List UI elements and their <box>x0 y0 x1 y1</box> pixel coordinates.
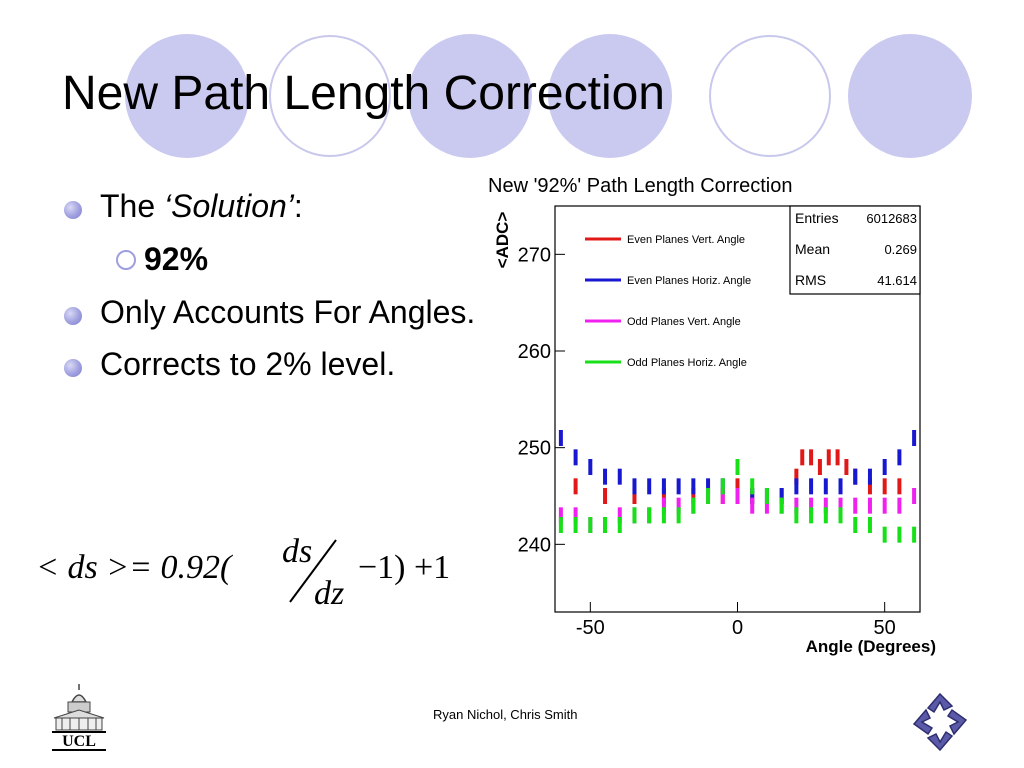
bullet-dot-icon <box>64 358 82 377</box>
stats-mean-value: 0.269 <box>884 242 917 257</box>
x-tick-label: 50 <box>874 617 896 639</box>
bullet-text: Corrects to 2% level. <box>100 345 396 382</box>
bullet-dot-icon <box>64 201 82 219</box>
stats-box-frame <box>789 205 921 295</box>
formula-fraction-slash <box>289 539 337 603</box>
bullet-item-level: Corrects to 2% level. <box>64 346 484 384</box>
y-axis-label: <ADC> <box>493 212 512 269</box>
chart-legend: Even Planes Vert. Angle Even Planes Horiz… <box>585 234 751 369</box>
axis-ticks: 240 250 260 270 -50 0 50 <box>518 244 896 639</box>
stats-rms-label: RMS <box>795 272 826 288</box>
bullet-dot-icon <box>64 307 82 326</box>
bullet-list: The ‘Solution’: 92% Only Accounts For An… <box>64 188 484 398</box>
circle-deco-6 <box>848 34 972 158</box>
legend-label: Even Planes Vert. Angle <box>627 234 745 246</box>
bullet-ring-icon <box>116 249 136 270</box>
bullet-item-solution: The ‘Solution’: <box>64 188 484 226</box>
circle-deco-1 <box>125 34 249 158</box>
ucl-logo: UCL <box>52 684 106 751</box>
circle-deco-3 <box>408 34 532 158</box>
legend-label: Odd Planes Horiz. Angle <box>627 357 747 369</box>
bullet-item-angles: Only Accounts For Angles. <box>64 294 484 332</box>
y-tick-label: 260 <box>518 341 551 363</box>
stats-box: Entries 6012683 Mean 0.269 RMS 41.614 <box>789 205 921 295</box>
x-tick-label: -50 <box>576 617 605 639</box>
chart-title: New '92%' Path Length Correction <box>488 175 792 197</box>
bullet-suffix: : <box>293 188 303 224</box>
legend-label: Even Planes Horiz. Angle <box>627 275 751 287</box>
path-length-chart: New '92%' Path Length Correction <ADC> A… <box>488 175 936 656</box>
formula-numerator: ds <box>282 533 312 570</box>
footer-authors: Ryan Nichol, Chris Smith <box>433 707 578 722</box>
y-tick-label: 240 <box>518 534 551 556</box>
y-tick-label: 250 <box>518 438 551 460</box>
circle-deco-2 <box>269 35 391 157</box>
slide-title: New Path Length Correction <box>62 67 665 120</box>
stats-rms-value: 41.614 <box>877 273 917 288</box>
sub-bullet-92: 92% <box>64 240 484 278</box>
bullet-emphasis: ‘Solution’ <box>164 188 294 224</box>
formula: < ds >= 0.92( ds dz −1) +1 <box>36 533 450 612</box>
formula-lhs: < ds >= 0.92( <box>36 549 234 586</box>
circle-deco-4 <box>548 34 672 158</box>
y-tick-label: 270 <box>518 244 551 266</box>
stats-entries-value: 6012683 <box>866 211 917 226</box>
bullet-text: The <box>100 188 165 224</box>
stats-entries-label: Entries <box>795 210 839 226</box>
x-axis-label: Angle (Degrees) <box>806 637 936 656</box>
data-points <box>558 430 917 543</box>
stats-mean-label: Mean <box>795 241 830 257</box>
circle-deco-5 <box>709 35 831 157</box>
formula-rhs: −1) +1 <box>358 549 450 586</box>
bullet-text: Only Accounts For Angles. <box>100 294 476 331</box>
header-circles <box>125 34 972 158</box>
ucl-logo-text: UCL <box>62 733 96 750</box>
legend-label: Odd Planes Vert. Angle <box>627 316 741 328</box>
sub-bullet-text: 92% <box>144 240 209 277</box>
x-tick-label: 0 <box>732 617 743 639</box>
formula-denominator: dz <box>314 575 344 612</box>
minos-logo-icon <box>912 692 968 752</box>
